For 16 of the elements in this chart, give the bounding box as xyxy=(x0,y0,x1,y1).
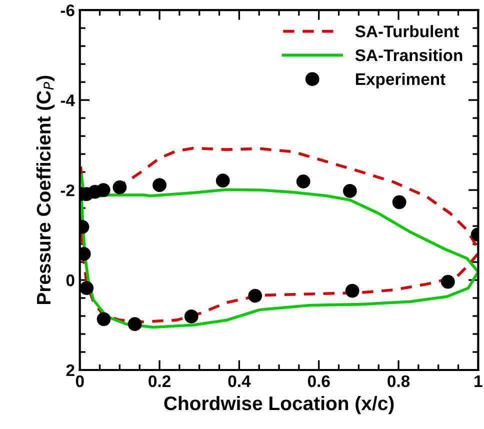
x-tick-label: 0 xyxy=(76,375,84,388)
y-tick-label: 0 xyxy=(66,274,74,286)
y-tick-label: -4 xyxy=(60,94,75,106)
y-tick-label: -2 xyxy=(60,184,74,196)
x-axis-title: Chordwise Location (x/c) xyxy=(164,396,394,414)
legend-label: SA-Transition xyxy=(355,48,462,62)
x-tick-label: 0.4 xyxy=(228,375,251,388)
x-tick-label: 0.2 xyxy=(148,375,170,388)
x-tick-label: 0.6 xyxy=(308,375,330,388)
y-tick-label: -6 xyxy=(60,4,74,16)
y-axis-title: Pressure Coefficient (C$_{P}$) xyxy=(36,76,54,304)
legend-label: SA-Turbulent xyxy=(355,25,459,38)
x-tick-label: 0.8 xyxy=(388,375,410,388)
legend-label: Experiment xyxy=(356,72,446,88)
x-tick-label: 1 xyxy=(474,375,482,387)
y-tick-label: 2 xyxy=(66,364,74,376)
